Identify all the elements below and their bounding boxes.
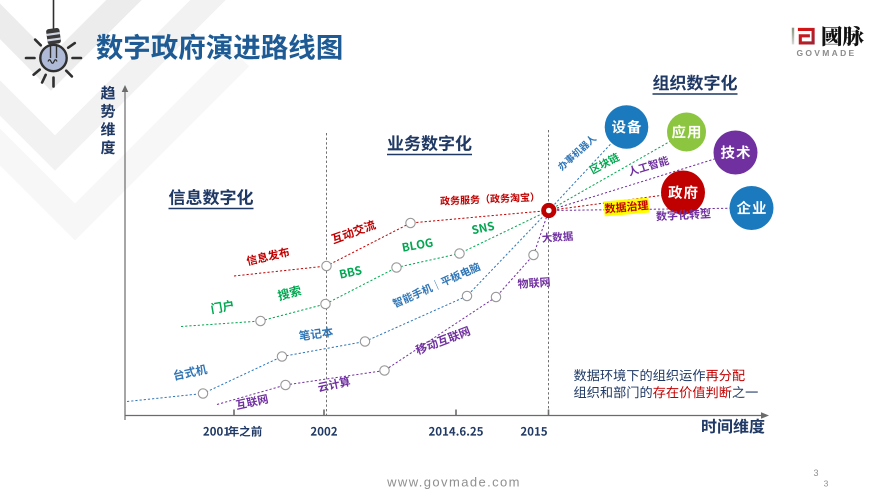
svg-text:3: 3 (813, 468, 818, 478)
svg-text:GOVMADE: GOVMADE (796, 48, 856, 58)
svg-text:3: 3 (824, 479, 829, 489)
svg-text:www.govmade.com: www.govmade.com (386, 475, 521, 490)
